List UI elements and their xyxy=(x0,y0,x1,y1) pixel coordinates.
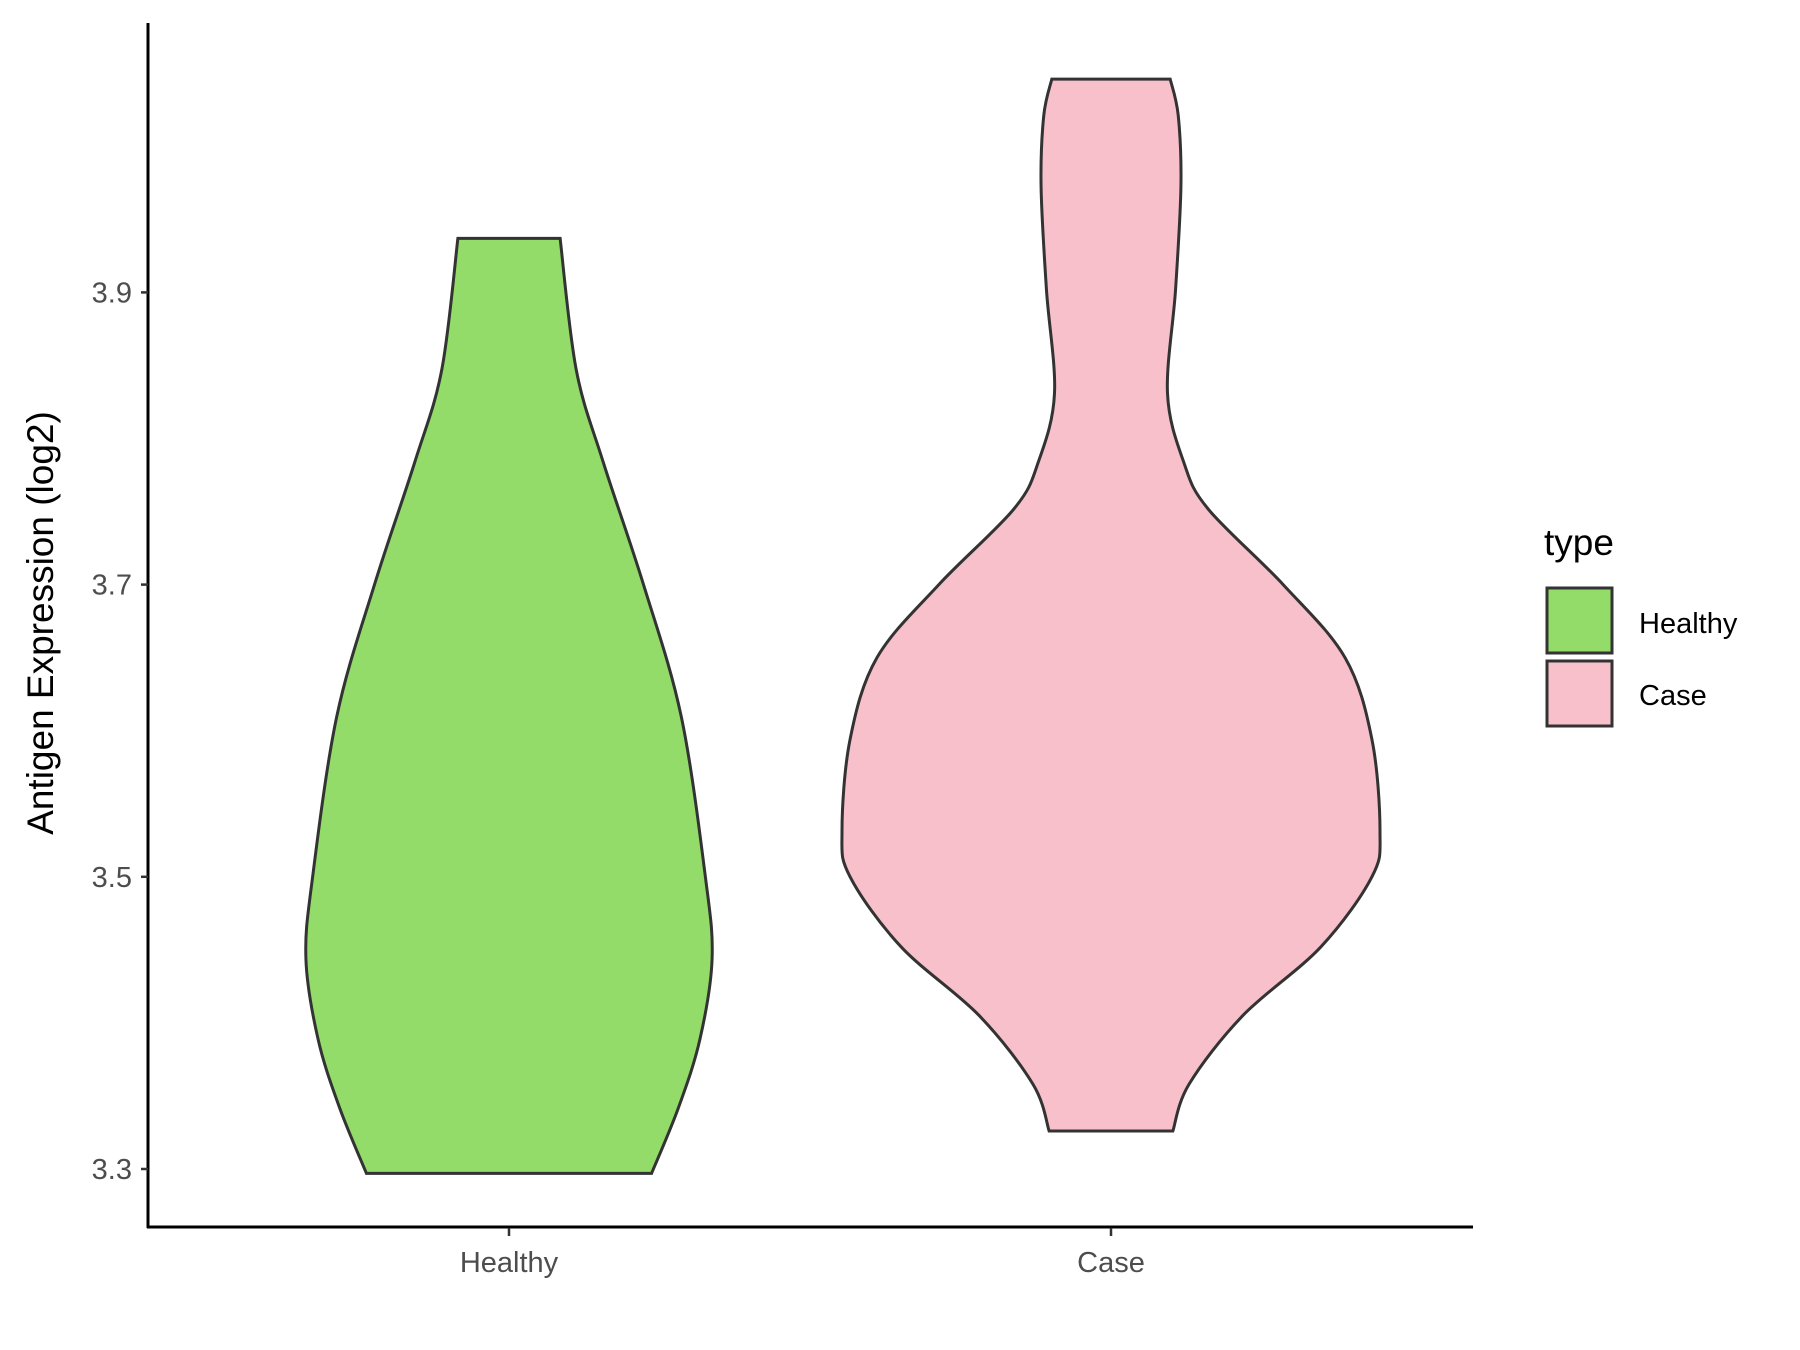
y-tick-label: 3.3 xyxy=(92,1154,132,1186)
y-tick-label: 3.7 xyxy=(92,570,132,602)
legend-title: type xyxy=(1544,522,1614,563)
x-tick-label: Case xyxy=(1077,1247,1145,1279)
legend-label-healthy: Healthy xyxy=(1639,608,1738,640)
y-tick-label: 3.5 xyxy=(92,862,132,894)
legend-key-healthy xyxy=(1545,586,1614,655)
violins xyxy=(304,77,1382,1175)
y-axis-label: Antigen Expression (log2) xyxy=(20,411,61,835)
y-tick-label: 3.9 xyxy=(92,277,132,309)
legend-key-case xyxy=(1545,659,1614,728)
x-ticks: Healthy Case xyxy=(460,1228,1145,1279)
y-ticks: 3.3 3.5 3.7 3.9 xyxy=(92,277,148,1186)
legend-label-case: Case xyxy=(1639,680,1707,712)
violin-case xyxy=(840,77,1382,1133)
x-tick-label: Healthy xyxy=(460,1247,559,1279)
violin-healthy xyxy=(304,236,714,1175)
legend: type Healthy Case xyxy=(1544,522,1738,728)
